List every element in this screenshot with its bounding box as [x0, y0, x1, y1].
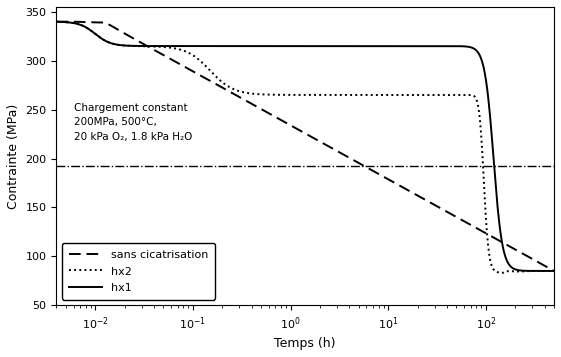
sans cicatrisation: [445, 210, 452, 215]
Text: 20 kPa O₂, 1.8 kPa H₂O: 20 kPa O₂, 1.8 kPa H₂O: [73, 132, 192, 142]
sans cicatrisation: [295, 127, 302, 132]
hx2: [295, 93, 302, 97]
sans cicatrisation: [536, 261, 543, 265]
hx1: [536, 269, 542, 273]
sans cicatrisation: [536, 261, 542, 265]
hx1: [445, 44, 452, 48]
hx2: [53, 20, 59, 24]
hx2: [282, 93, 288, 97]
sans cicatrisation: [282, 120, 288, 125]
hx1: [79, 23, 85, 27]
Line: hx2: hx2: [56, 22, 554, 273]
sans cicatrisation: [551, 269, 558, 273]
Legend: sans cicatrisation, hx2, hx1: sans cicatrisation, hx2, hx1: [62, 243, 215, 300]
hx1: [295, 44, 302, 48]
hx2: [499, 271, 506, 275]
sans cicatrisation: [79, 20, 85, 24]
hx2: [536, 269, 543, 273]
hx2: [445, 93, 452, 97]
X-axis label: Temps (h): Temps (h): [274, 337, 336, 350]
hx2: [79, 23, 85, 27]
Text: Chargement constant: Chargement constant: [73, 102, 187, 112]
Y-axis label: Contrainte (MPa): Contrainte (MPa): [7, 104, 20, 209]
hx1: [551, 269, 558, 273]
Text: 200MPa, 500°C,: 200MPa, 500°C,: [73, 117, 157, 127]
hx1: [536, 269, 543, 273]
sans cicatrisation: [53, 20, 59, 24]
hx2: [551, 269, 558, 273]
Line: hx1: hx1: [56, 22, 554, 271]
hx2: [536, 269, 543, 273]
Line: sans cicatrisation: sans cicatrisation: [56, 22, 554, 271]
hx1: [282, 44, 288, 48]
hx1: [53, 20, 59, 24]
